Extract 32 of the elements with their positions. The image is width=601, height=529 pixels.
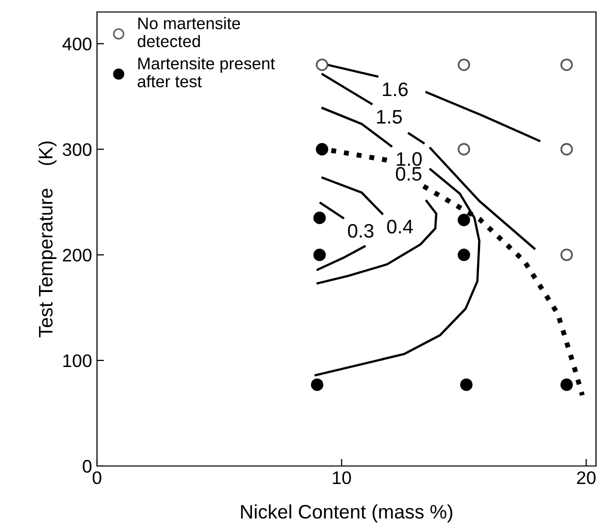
- y-tick-label: 200: [62, 248, 92, 262]
- x-axis-title: Nickel Content (mass %): [241, 504, 452, 522]
- point: [560, 248, 573, 262]
- point: [316, 143, 328, 156]
- y-tick-label: 100: [63, 354, 92, 368]
- point: [458, 248, 470, 262]
- point: [560, 58, 573, 72]
- point: [458, 58, 470, 72]
- point: [316, 58, 328, 72]
- series-label: 1.6: [382, 82, 408, 96]
- point: [560, 378, 573, 391]
- y-tick-label: 400: [62, 38, 92, 50]
- series-label: 0.3: [348, 224, 374, 238]
- point: [560, 143, 573, 156]
- point: [460, 378, 473, 391]
- point: [313, 212, 326, 224]
- series-label: 1.0: [396, 152, 422, 166]
- series-label: 1.5: [377, 110, 402, 124]
- x-tick-label: 20: [577, 471, 596, 484]
- legend-label: No martensite detected: [138, 17, 240, 48]
- series-label: 0.5: [396, 166, 422, 181]
- point: [458, 143, 470, 156]
- point: [310, 378, 324, 391]
- y-tick-label: 300: [62, 143, 92, 156]
- series-label: 0.4: [387, 220, 413, 234]
- y-axis-title: Test Temperature (K): [38, 142, 56, 338]
- point: [313, 248, 326, 262]
- x-tick-label: 0: [92, 471, 102, 484]
- y-tick-label: 0: [82, 460, 92, 473]
- legend-label: Martensite present after test: [138, 57, 275, 88]
- point: [458, 214, 470, 226]
- x-tick-label: 10: [332, 471, 351, 484]
